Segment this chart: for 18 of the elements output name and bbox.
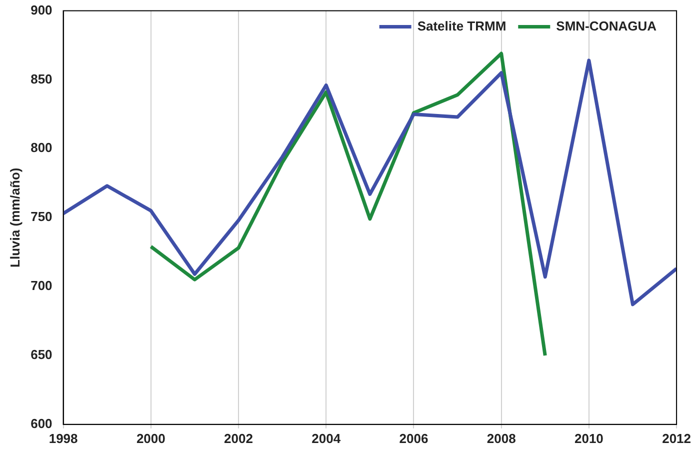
y-tick-label: 700	[30, 278, 52, 294]
x-tick-label: 2000	[136, 430, 166, 446]
x-tick-label: 1998	[48, 430, 78, 446]
y-axis-title: Lluvia (mm/año)	[7, 168, 22, 268]
y-tick-label: 750	[30, 209, 52, 224]
y-tick-label: 800	[30, 140, 52, 156]
y-tick-label: 900	[30, 2, 52, 18]
y-tick-label: 850	[30, 71, 52, 86]
y-tick-label: 600	[30, 416, 52, 431]
x-tick-label: 2010	[574, 430, 604, 446]
x-tick-label: 2012	[662, 430, 691, 446]
y-tick-label: 650	[30, 347, 52, 362]
x-tick-label: 2002	[224, 430, 253, 446]
x-tick-label: 2008	[486, 430, 516, 446]
legend-label: SMN-CONAGUA	[556, 18, 658, 34]
x-tick-label: 2004	[312, 430, 342, 446]
legend-label: Satelite TRMM	[417, 18, 506, 34]
x-tick-label: 2006	[399, 430, 428, 446]
